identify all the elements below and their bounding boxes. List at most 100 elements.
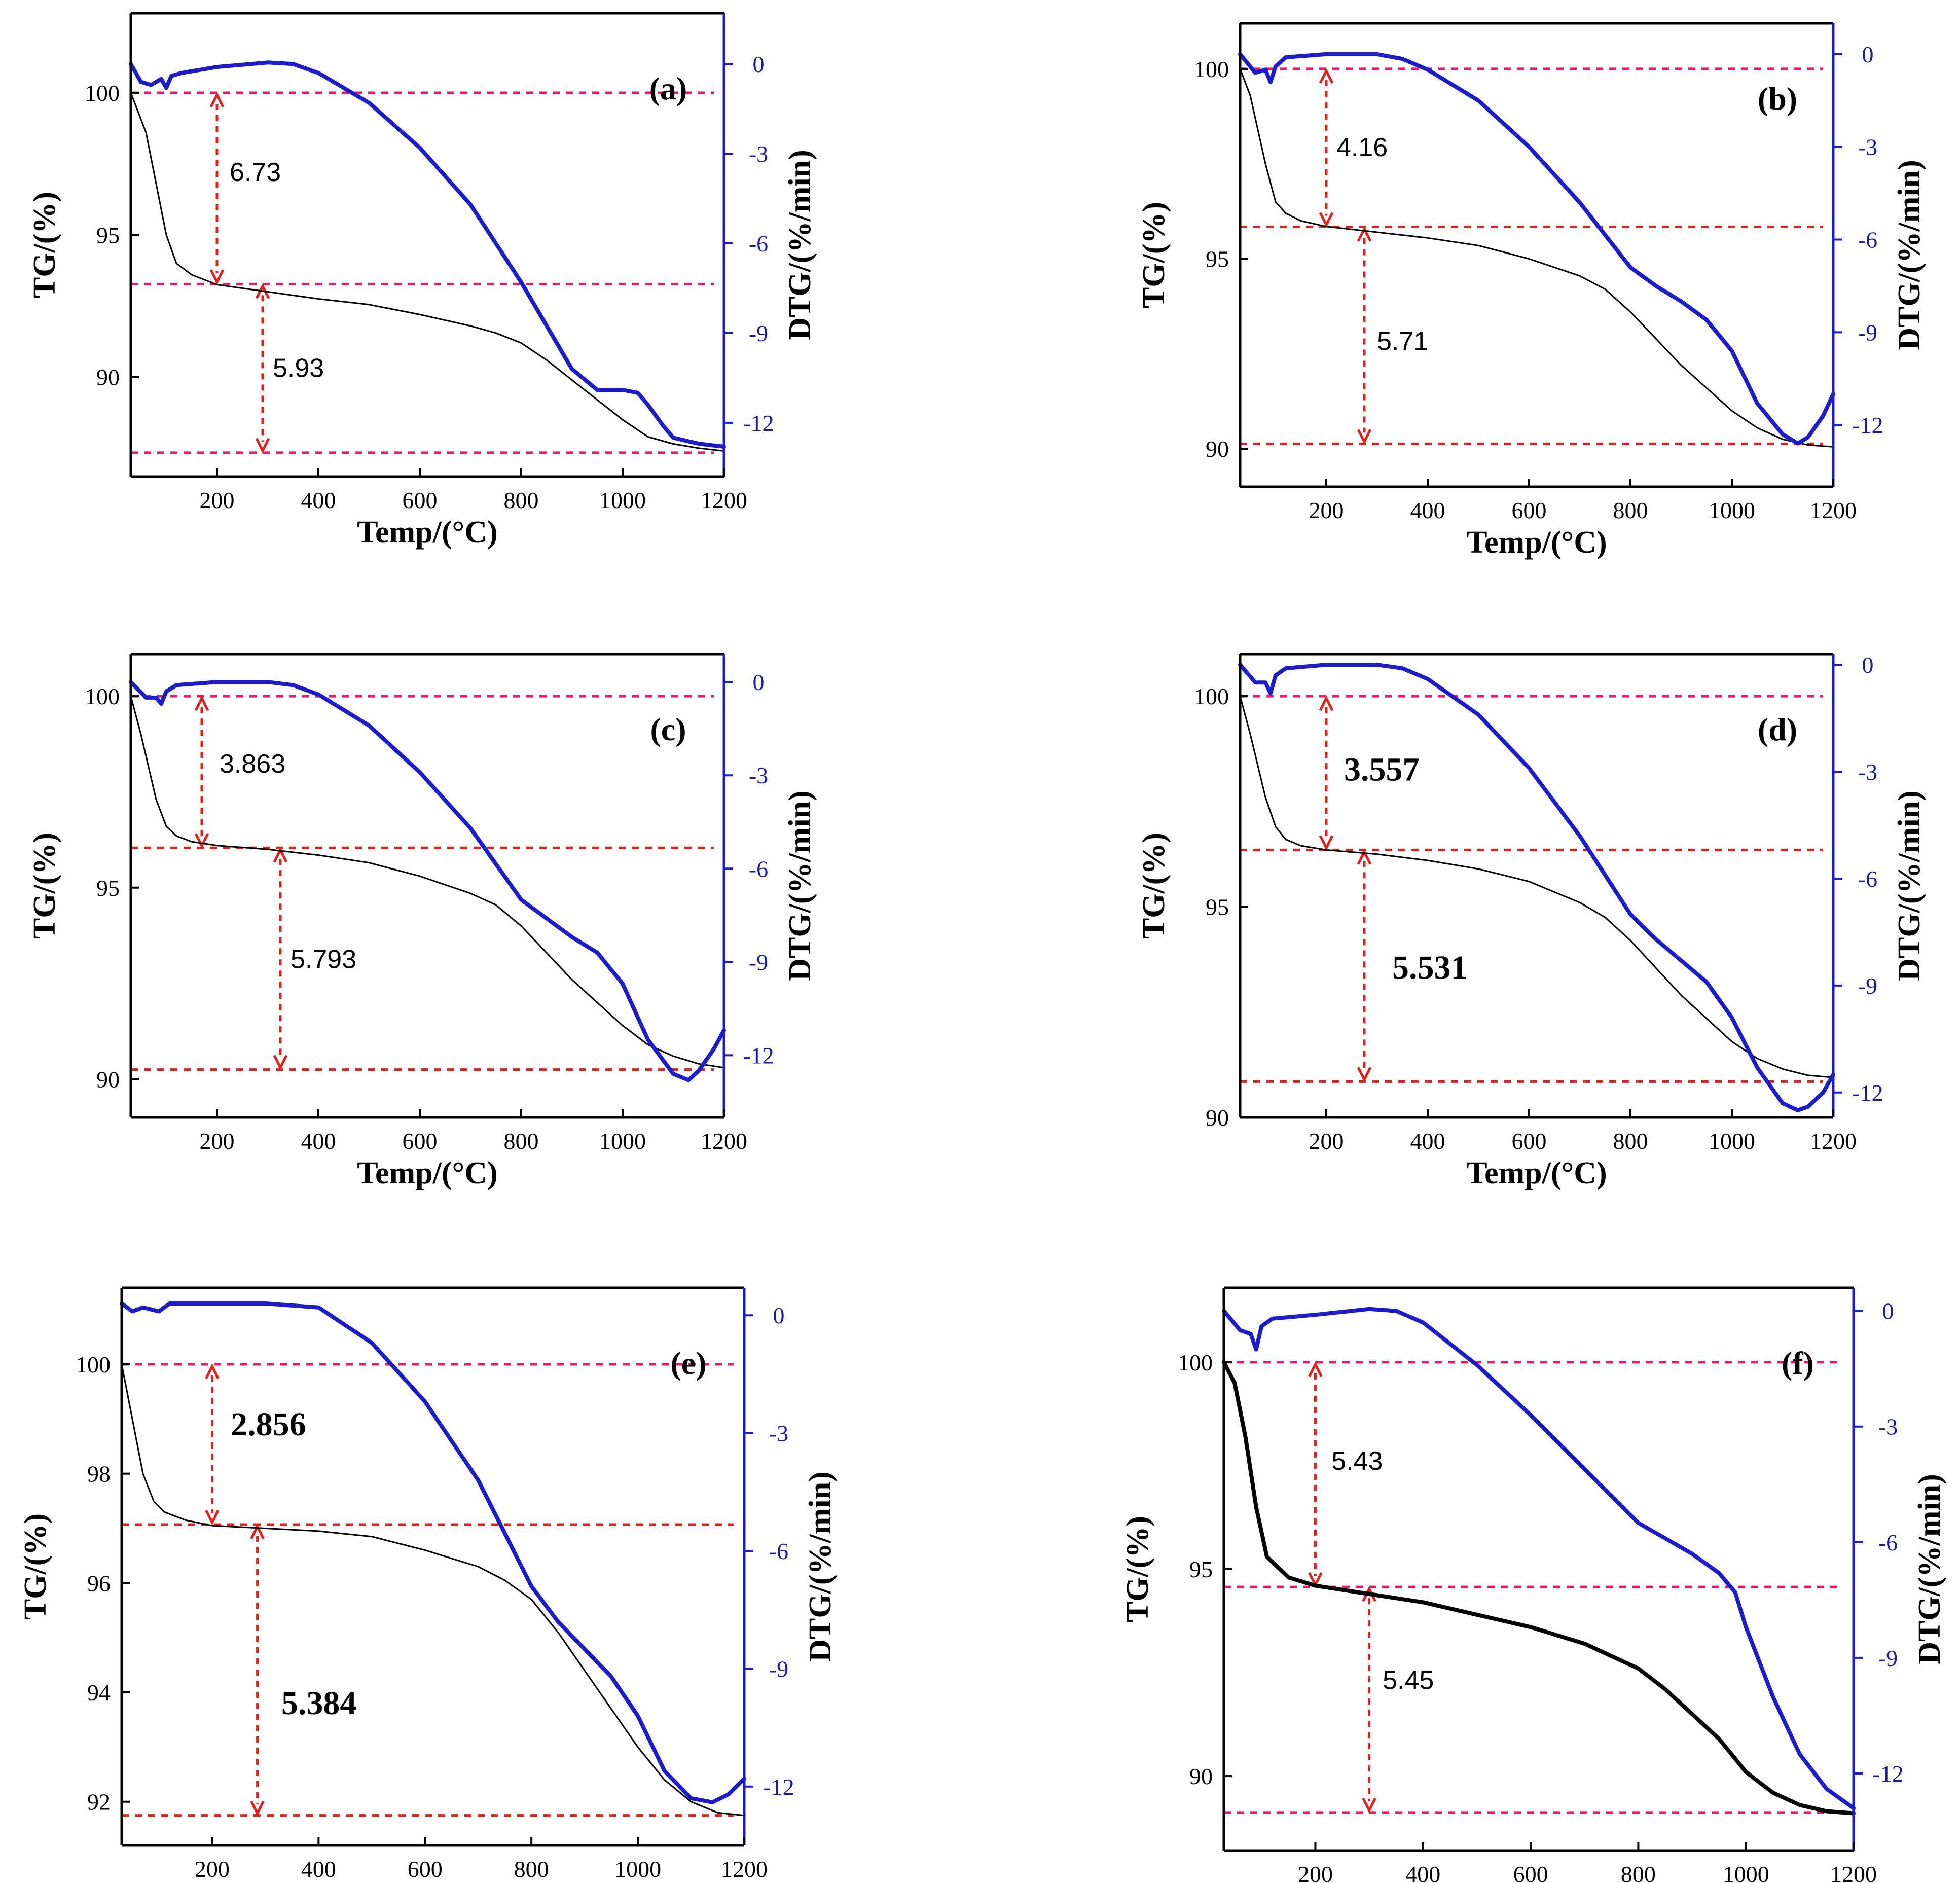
y-tick-label: 100: [1194, 56, 1229, 82]
tg-curve: [1239, 695, 1834, 1078]
x-tick-label: 600: [403, 1128, 438, 1154]
panel-label: (e): [670, 1345, 706, 1381]
y-tick-label: 90: [1206, 1105, 1229, 1131]
y2-tick-label: 0: [753, 51, 765, 77]
y-tick-label: 95: [1206, 246, 1229, 272]
y2-tick-label: -3: [769, 1421, 788, 1446]
y2-tick-label: -12: [743, 410, 774, 436]
span-arrow-head-bottom: [205, 1509, 220, 1526]
span-arrow-head-bottom: [1357, 1067, 1372, 1082]
y2-tick-label: -12: [1852, 412, 1883, 438]
mass-loss-annotation: 5.93: [273, 354, 324, 383]
y-axis-label: TG/(%): [1137, 832, 1171, 939]
x-tick-label: 200: [195, 1856, 230, 1882]
x-tick-label: 800: [1613, 1128, 1648, 1154]
y-tick-label: 90: [96, 365, 120, 390]
x-tick-label: 1000: [599, 1128, 646, 1154]
mass-loss-annotation: 2.856: [231, 1406, 306, 1443]
dtg-curve: [1238, 52, 1835, 446]
y2-tick-label: -3: [1858, 134, 1877, 160]
y-tick-label: 100: [85, 683, 120, 709]
span-arrow-head-bottom: [250, 1800, 265, 1817]
y-tick-label: 98: [87, 1461, 111, 1487]
y-tick-label: 100: [76, 1352, 111, 1378]
mass-loss-annotation: 5.45: [1383, 1666, 1434, 1695]
mass-loss-annotation: 3.557: [1344, 751, 1420, 788]
tg-curve: [130, 695, 725, 1069]
y2-tick-label: -6: [749, 856, 768, 882]
mass-loss-annotation: 6.73: [230, 158, 281, 187]
y2-tick-label: 0: [773, 1302, 785, 1328]
x-tick-label: 400: [301, 487, 336, 513]
panel-label: (c): [650, 711, 686, 747]
mass-loss-annotation: 5.43: [1331, 1446, 1383, 1476]
tg-curve: [1222, 1360, 1856, 1816]
y2-tick-label: -3: [749, 763, 768, 788]
x-tick-label: 1000: [1723, 1861, 1769, 1883]
chart-panel-f: 2004006008001000120090951000-3-6-9-12Tem…: [1120, 1286, 1947, 1883]
x-tick-label: 1200: [721, 1856, 768, 1882]
y-tick-label: 95: [1206, 894, 1229, 920]
span-arrow-head-bottom: [1319, 212, 1334, 228]
y-axis-label: TG/(%): [1120, 1516, 1155, 1622]
y-tick-label: 95: [96, 222, 120, 248]
y-tick-label: 90: [1206, 436, 1229, 462]
y2-tick-label: -9: [749, 320, 768, 346]
x-tick-label: 400: [1410, 1128, 1445, 1154]
span-arrow-head-top: [1357, 849, 1372, 865]
panel-label: (b): [1758, 81, 1797, 117]
y-axis-label: TG/(%): [1137, 202, 1171, 308]
y-tick-label: 94: [87, 1680, 111, 1706]
panel-label: (d): [1758, 711, 1797, 747]
x-tick-label: 200: [1298, 1861, 1333, 1883]
mass-loss-annotation: 4.16: [1336, 133, 1388, 162]
y2-tick-label: -12: [1872, 1761, 1903, 1787]
x-tick-label: 600: [408, 1856, 443, 1882]
tg-curve: [121, 1363, 745, 1817]
y2-tick-label: 0: [753, 669, 765, 695]
y2-tick-label: -3: [1878, 1414, 1898, 1440]
span-arrow-head-bottom: [194, 833, 209, 849]
mass-loss-annotation: 5.71: [1377, 327, 1428, 356]
y-tick-label: 100: [85, 80, 120, 106]
x-tick-label: 600: [1513, 1861, 1548, 1883]
dtg-curve: [120, 1301, 746, 1804]
y2-tick-label: -3: [1858, 759, 1877, 785]
x-tick-label: 400: [301, 1856, 336, 1882]
tg-curve: [1239, 68, 1834, 448]
y2-tick-label: -9: [1858, 319, 1877, 345]
span-arrow-head-top: [1308, 1361, 1323, 1378]
tg-curve: [130, 92, 725, 452]
y-tick-label: 95: [1189, 1556, 1213, 1582]
dtg-curve: [129, 680, 726, 1082]
x-tick-label: 1000: [1709, 1128, 1755, 1154]
y2-tick-label: 0: [1862, 42, 1874, 67]
x-axis-label: Temp/(°C): [357, 1156, 497, 1190]
x-tick-label: 600: [1512, 1128, 1547, 1154]
x-tick-label: 1200: [701, 1128, 747, 1154]
y2-axis-label: DTG/(%/min): [783, 150, 817, 340]
y2-tick-label: -6: [1858, 227, 1877, 253]
y-tick-label: 100: [1178, 1350, 1213, 1375]
y2-tick-label: -9: [769, 1656, 788, 1682]
y2-tick-label: -6: [1858, 866, 1877, 892]
x-tick-label: 800: [514, 1856, 549, 1882]
span-arrow-head-top: [194, 695, 209, 711]
span-arrow-head-top: [209, 92, 225, 108]
y-tick-label: 100: [1194, 683, 1229, 709]
x-axis-label: Temp/(°C): [1466, 1156, 1607, 1190]
panel-label: (f): [1782, 1345, 1814, 1381]
x-tick-label: 800: [1613, 497, 1648, 523]
chart-panel-c: 200 400 600 800 1000 120090951000-3-6-9-12Tem…: [27, 653, 817, 1190]
x-tick-label: 200: [200, 1128, 235, 1154]
y2-tick-label: -9: [1878, 1645, 1898, 1671]
y2-tick-label: 0: [1862, 652, 1874, 678]
y-axis-label: TG/(%): [27, 192, 62, 298]
mass-loss-annotation: 5.531: [1392, 949, 1468, 986]
span-arrow-head-top: [1357, 226, 1372, 242]
y-axis-label: TG/(%): [18, 1513, 53, 1620]
span-arrow-head-bottom: [1357, 429, 1372, 445]
y-tick-label: 90: [96, 1066, 120, 1092]
y-tick-label: 95: [96, 875, 120, 901]
chart-panel-d: 200 400 600 800 1000 120090951000-3-6-9-12Tem…: [1137, 652, 1927, 1190]
